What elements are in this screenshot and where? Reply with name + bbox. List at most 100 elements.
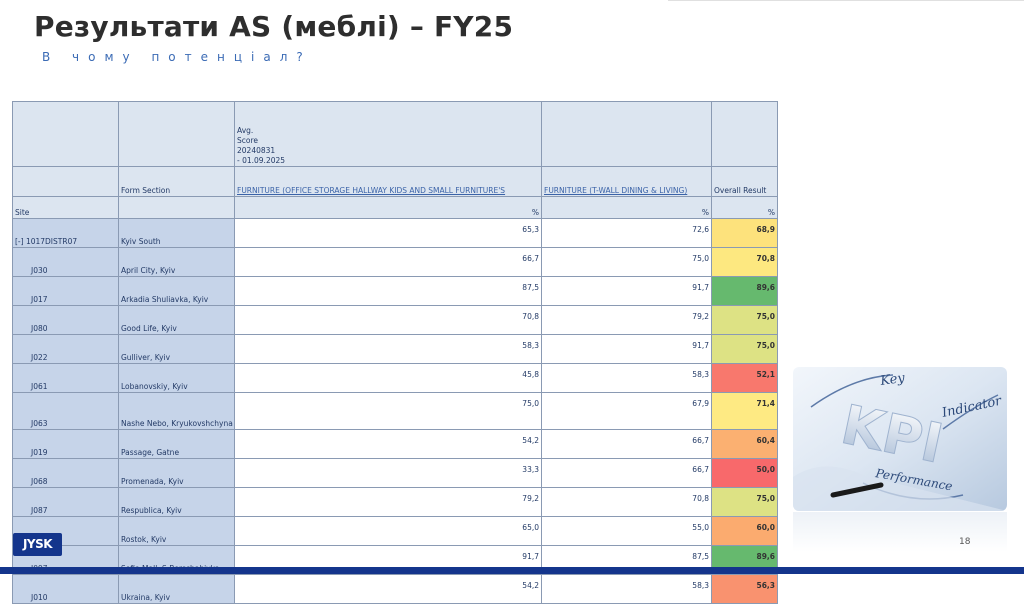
top-divider: [668, 0, 1024, 1]
header-row-sections: Form Section FURNITURE (OFFICE STORAGE H…: [12, 166, 778, 197]
overall-result-value: 50,0: [711, 458, 778, 488]
site-name-cell: Gulliver, Kyiv: [118, 334, 235, 364]
site-name-cell: Passage, Gatne: [118, 429, 235, 459]
kpi-pen: [830, 482, 884, 498]
kpi-hand-shape: [793, 466, 1007, 511]
header-cell-blank: [12, 166, 119, 197]
kpi-image-reflection: [793, 512, 1007, 552]
overall-result-value: 60,4: [711, 429, 778, 459]
col-furniture-twall-link[interactable]: FURNITURE (T-WALL DINING & LIVING): [544, 186, 688, 195]
site-code-cell: J063: [12, 392, 119, 430]
header-cell-blank: [118, 101, 235, 167]
furniture-twall-value: 66,7: [541, 458, 712, 488]
header-cell-blank: [541, 101, 712, 167]
furniture-office-value: 33,3: [234, 458, 542, 488]
furniture-twall-value: 70,8: [541, 487, 712, 517]
header-row-period: Avg. Score 20240831 - 01.09.2025: [12, 101, 778, 167]
furniture-office-value: 79,2: [234, 487, 542, 517]
overall-result-value: 60,0: [711, 516, 778, 546]
col-furniture-office[interactable]: FURNITURE (OFFICE STORAGE HALLWAY KIDS A…: [234, 166, 542, 197]
furniture-twall-value: 72,6: [541, 218, 712, 248]
furniture-office-value: 70,8: [234, 305, 542, 335]
overall-result-value: 75,0: [711, 334, 778, 364]
furniture-twall-value: 75,0: [541, 247, 712, 277]
table-row: J010 Ukraina, Kyiv 54,2 58,3 56,3: [12, 574, 778, 604]
overall-result-value: 56,3: [711, 574, 778, 604]
site-code-cell: J022: [12, 334, 119, 364]
site-code-cell: J061: [12, 363, 119, 393]
overall-result-value: 89,6: [711, 276, 778, 306]
furniture-twall-value: 58,3: [541, 363, 712, 393]
col-overall-result: Overall Result: [711, 166, 778, 197]
kpi-image: Key Indicator KPI Performance: [793, 367, 1007, 511]
furniture-office-value: 54,2: [234, 429, 542, 459]
overall-result-value: 71,4: [711, 392, 778, 430]
furniture-office-value: 65,0: [234, 516, 542, 546]
site-name-cell: Rostok, Kyiv: [118, 516, 235, 546]
site-code-cell: J030: [12, 247, 119, 277]
overall-result-value: 75,0: [711, 487, 778, 517]
site-code-cell: J080: [12, 305, 119, 335]
furniture-office-value: 87,5: [234, 276, 542, 306]
avg-label: Avg.: [237, 126, 254, 135]
table-row: J063 Nashe Nebo, Kryukovshchyna 75,0 67,9 71…: [12, 392, 778, 430]
furniture-twall-value: 67,9: [541, 392, 712, 430]
period-start: 20240831: [237, 146, 276, 155]
header-cell-blank: [12, 101, 119, 167]
col-furniture-office-link[interactable]: FURNITURE (OFFICE STORAGE HALLWAY KIDS A…: [237, 186, 506, 195]
site-name-cell: Ukraina, Kyiv: [118, 574, 235, 604]
furniture-twall-value: 91,7: [541, 276, 712, 306]
site-name-cell: Nashe Nebo, Kryukovshchyna: [118, 392, 235, 430]
furniture-office-value: 45,8: [234, 363, 542, 393]
footer-bar: [0, 567, 1024, 574]
furniture-twall-value: 91,7: [541, 334, 712, 364]
site-code-cell: J019: [12, 429, 119, 459]
page-number: 18: [959, 537, 971, 547]
site-code-cell: J017: [12, 276, 119, 306]
form-section-label: Form Section: [118, 166, 235, 197]
site-name-cell: Arkadia Shuliavka, Kyiv: [118, 276, 235, 306]
kpi-word-key: Key: [878, 371, 906, 389]
furniture-office-value: 65,3: [234, 218, 542, 248]
table-row: J080 Good Life, Kyiv 70,8 79,2 75,0: [12, 305, 778, 335]
site-code-cell: J068: [12, 458, 119, 488]
table-row: J019 Passage, Gatne 54,2 66,7 60,4: [12, 429, 778, 459]
furniture-twall-value: 79,2: [541, 305, 712, 335]
overall-result-value: 52,1: [711, 363, 778, 393]
overall-result-value: 68,9: [711, 218, 778, 248]
furniture-office-value: 66,7: [234, 247, 542, 277]
furniture-office-value: 54,2: [234, 574, 542, 604]
table-row: J022 Gulliver, Kyiv 58,3 91,7 75,0: [12, 334, 778, 364]
site-name-cell: Promenada, Kyiv: [118, 458, 235, 488]
overall-result-value: 75,0: [711, 305, 778, 335]
col-furniture-twall[interactable]: FURNITURE (T-WALL DINING & LIVING): [541, 166, 712, 197]
site-name-cell: Lobanovskiy, Kyiv: [118, 363, 235, 393]
furniture-office-value: 75,0: [234, 392, 542, 430]
site-name-cell: Respublica, Kyiv: [118, 487, 235, 517]
kpi-arc-indicator: [942, 394, 999, 430]
header-row-units: Site % % %: [12, 196, 778, 219]
header-cell-blank: [118, 196, 235, 219]
table-row: J061 Lobanovskiy, Kyiv 45,8 58,3 52,1: [12, 363, 778, 393]
results-table: Avg. Score 20240831 - 01.09.2025 Form Se…: [12, 101, 778, 604]
page-title: Результати AS (меблі) – FY25: [34, 10, 514, 43]
pct-unit: %: [541, 196, 712, 219]
table-row: J087 Respublica, Kyiv 79,2 70,8 75,0: [12, 487, 778, 517]
score-label: Score: [237, 136, 259, 145]
furniture-office-value: 58,3: [234, 334, 542, 364]
pct-unit: %: [711, 196, 778, 219]
site-label: Site: [12, 196, 119, 219]
overall-result-value: 70,8: [711, 247, 778, 277]
table-row: J030 April City, Kyiv 66,7 75,0 70,8: [12, 247, 778, 277]
furniture-twall-value: 66,7: [541, 429, 712, 459]
site-code-cell: J010: [12, 574, 119, 604]
table-row: J017 Arkadia Shuliavka, Kyiv 87,5 91,7 89,6: [12, 276, 778, 306]
site-code-cell: J087: [12, 487, 119, 517]
table-row: [-] 1017DISTR07 Kyiv South 65,3 72,6 68,9: [12, 218, 778, 248]
pct-unit: %: [234, 196, 542, 219]
avg-score-header: Avg. Score 20240831 - 01.09.2025: [234, 101, 542, 167]
page-subtitle: В чому потенціал?: [42, 50, 312, 64]
site-name-cell: Kyiv South: [118, 218, 235, 248]
site-code-cell: [-] 1017DISTR07: [12, 218, 119, 248]
